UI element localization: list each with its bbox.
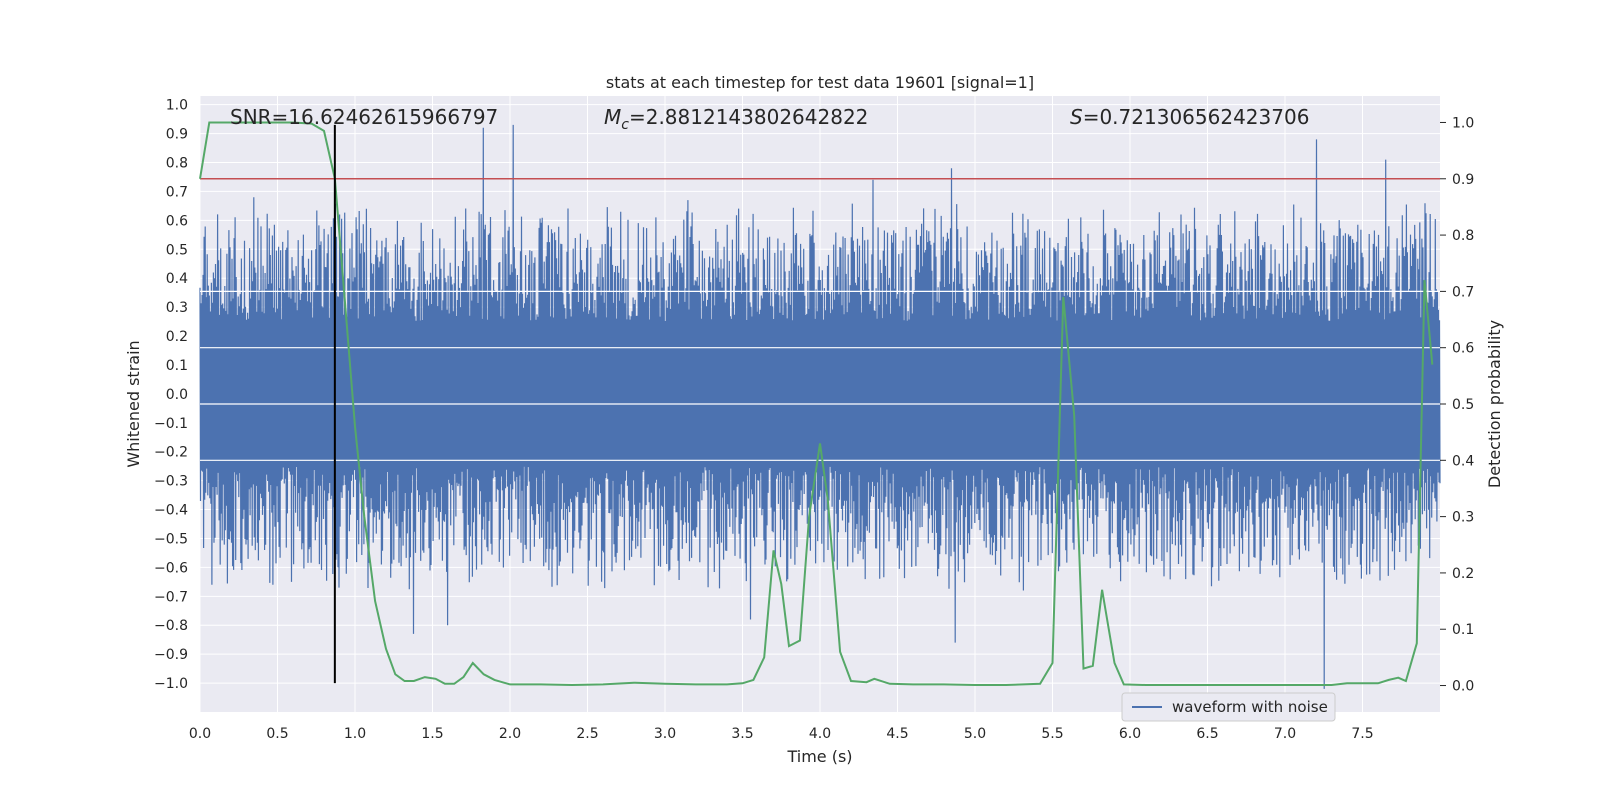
left-tick-label-0: 1.0 bbox=[166, 98, 188, 114]
waveform-trace bbox=[199, 124, 1441, 689]
right-tick-label-9: 0.1 bbox=[1452, 622, 1474, 638]
chirp-mass-annotation: Mc=2.8812143802642822 bbox=[604, 105, 868, 133]
x-tick-label-9: 4.5 bbox=[886, 726, 908, 742]
left-tick-label-8: 0.2 bbox=[166, 329, 188, 345]
left-tick-label-18: −0.8 bbox=[154, 618, 188, 634]
right-axis-gridlines bbox=[200, 290, 1440, 461]
x-axis-ticks: 0.0 0.5 1.0 1.5 2.0 2.5 3.0 3.5 4.0 4.5 5.0 5.5 6.0 6… bbox=[189, 726, 1374, 742]
legend-label-waveform: waveform with noise bbox=[1172, 698, 1328, 716]
right-tick-label-8: 0.2 bbox=[1452, 566, 1474, 582]
right-tick-label-2: 0.8 bbox=[1452, 228, 1474, 244]
right-tick-label-1: 0.9 bbox=[1452, 172, 1474, 188]
left-tick-label-17: −0.7 bbox=[154, 589, 188, 605]
right-axis-label: Detection probability bbox=[1485, 320, 1504, 488]
left-tick-label-13: −0.3 bbox=[154, 474, 188, 490]
snr-annotation: SNR=16.62462615966797 bbox=[230, 105, 498, 129]
left-tick-label-5: 0.5 bbox=[166, 242, 188, 258]
left-tick-label-12: −0.2 bbox=[154, 445, 188, 461]
legend: waveform with noise bbox=[1121, 692, 1336, 722]
left-tick-label-2: 0.8 bbox=[166, 156, 188, 172]
waveform-series bbox=[199, 124, 1441, 689]
x-tick-label-2: 1.0 bbox=[344, 726, 366, 742]
legend-box bbox=[1121, 692, 1336, 722]
x-tick-label-4: 2.0 bbox=[499, 726, 521, 742]
left-tick-label-20: −1.0 bbox=[154, 676, 188, 692]
left-tick-label-7: 0.3 bbox=[166, 300, 188, 316]
right-tick-label-7: 0.3 bbox=[1452, 510, 1474, 526]
right-tick-label-10: 0.0 bbox=[1452, 679, 1474, 695]
x-tick-label-3: 1.5 bbox=[421, 726, 443, 742]
left-tick-label-16: −0.6 bbox=[154, 560, 188, 576]
left-tick-label-19: −0.9 bbox=[154, 647, 188, 663]
x-tick-label-11: 5.5 bbox=[1041, 726, 1063, 742]
chirp-mass-symbol: M bbox=[604, 105, 621, 129]
x-axis-label: Time (s) bbox=[786, 747, 852, 766]
chirp-mass-subscript: c bbox=[621, 117, 629, 133]
right-tick-label-0: 1.0 bbox=[1452, 115, 1474, 131]
left-tick-label-10: 0.0 bbox=[166, 387, 188, 403]
x-tick-label-5: 2.5 bbox=[576, 726, 598, 742]
right-tick-label-5: 0.5 bbox=[1452, 397, 1474, 413]
x-tick-label-6: 3.0 bbox=[654, 726, 676, 742]
left-tick-label-14: −0.4 bbox=[154, 503, 188, 519]
left-tick-label-3: 0.7 bbox=[166, 184, 188, 200]
detection-probability-line bbox=[199, 121, 1434, 687]
x-tick-label-15: 7.5 bbox=[1351, 726, 1373, 742]
x-tick-label-13: 6.5 bbox=[1196, 726, 1218, 742]
left-tick-label-15: −0.5 bbox=[154, 531, 188, 547]
x-tick-label-12: 6.0 bbox=[1119, 726, 1141, 742]
x-tick-label-7: 3.5 bbox=[731, 726, 753, 742]
x-tick-label-1: 0.5 bbox=[266, 726, 288, 742]
right-tick-label-6: 0.4 bbox=[1452, 453, 1474, 469]
left-tick-label-1: 0.9 bbox=[166, 127, 188, 143]
x-tick-label-8: 4.0 bbox=[809, 726, 831, 742]
x-tick-label-14: 7.0 bbox=[1274, 726, 1296, 742]
score-annotation: S=0.721306562423706 bbox=[1070, 105, 1309, 129]
left-tick-label-11: −0.1 bbox=[154, 416, 188, 432]
x-tick-label-0: 0.0 bbox=[189, 726, 211, 742]
right-tick-label-3: 0.7 bbox=[1452, 284, 1474, 300]
chirp-mass-value: =2.8812143802642822 bbox=[629, 105, 868, 129]
left-tick-label-9: 0.1 bbox=[166, 358, 188, 374]
right-tick-label-4: 0.6 bbox=[1452, 341, 1474, 357]
left-tick-label-6: 0.4 bbox=[166, 271, 188, 287]
left-axis-label: Whitened strain bbox=[124, 340, 143, 467]
score-value: =0.721306562423706 bbox=[1083, 105, 1310, 129]
left-tick-label-4: 0.6 bbox=[166, 213, 188, 229]
x-tick-label-10: 5.0 bbox=[964, 726, 986, 742]
left-axis-ticks: 1.0 0.9 0.8 0.7 0.6 0.5 0.4 0.3 0.2 0.1 0.0 −0.1 −0.… bbox=[154, 98, 188, 692]
right-axis-ticks: 1.0 0.9 0.8 0.7 0.6 0.5 0.4 0.3 0.2 0.1 0.0 bbox=[1440, 115, 1474, 695]
score-symbol: S bbox=[1070, 105, 1083, 129]
chart-title: stats at each timestep for test data 196… bbox=[606, 73, 1034, 92]
